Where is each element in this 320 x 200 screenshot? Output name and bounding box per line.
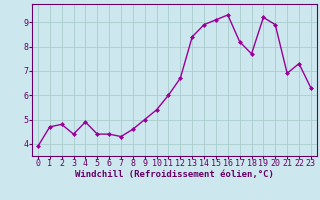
X-axis label: Windchill (Refroidissement éolien,°C): Windchill (Refroidissement éolien,°C) <box>75 170 274 179</box>
